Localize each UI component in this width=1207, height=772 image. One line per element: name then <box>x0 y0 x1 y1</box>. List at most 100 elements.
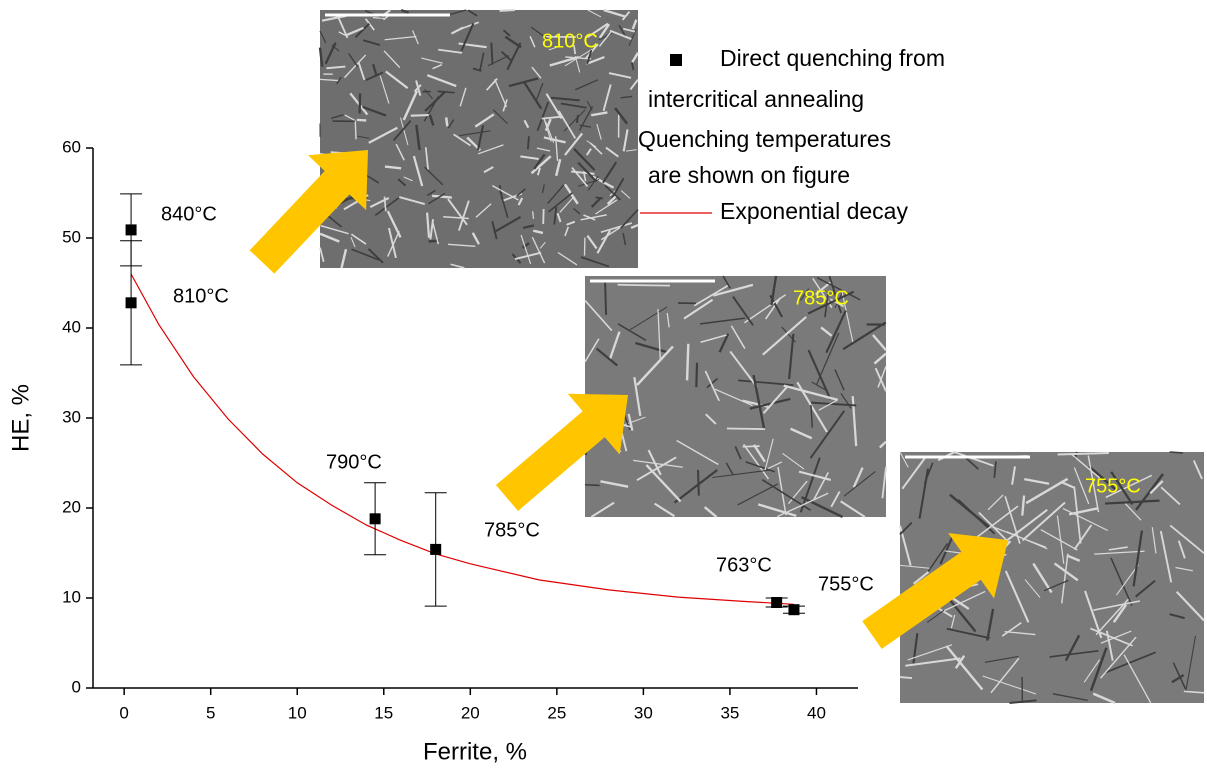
grain-boundary <box>326 65 346 70</box>
grain-boundary <box>494 79 508 108</box>
grain-boundary <box>563 109 586 132</box>
grain-boundary <box>431 221 440 245</box>
annotation: 840°C <box>161 203 217 225</box>
grain-boundary <box>531 236 546 264</box>
annotation: 763°C <box>716 554 772 576</box>
grain-boundary <box>1094 550 1145 555</box>
grain-boundary <box>432 194 452 199</box>
grain-boundary <box>453 133 472 147</box>
grain-boundary <box>899 451 909 468</box>
grain-boundary <box>683 298 714 320</box>
grain-boundary <box>392 120 412 141</box>
grain-boundary <box>1052 693 1088 702</box>
grain-boundary <box>336 76 342 85</box>
grain-boundary <box>1057 452 1109 456</box>
grain-boundary <box>523 81 543 110</box>
grain-boundary <box>603 8 626 18</box>
y-axis-label: HE, % <box>7 384 34 452</box>
grain-boundary <box>598 23 611 39</box>
grain-boundary <box>1183 690 1205 694</box>
grain-boundary <box>357 62 366 81</box>
grain-boundary <box>712 469 770 479</box>
grain-boundary <box>397 178 407 187</box>
grain-boundary <box>402 90 419 121</box>
grain-boundary <box>548 45 560 51</box>
grain-boundary <box>447 119 455 129</box>
grain-boundary <box>782 452 805 470</box>
grain-boundary <box>742 443 770 480</box>
grain-boundary <box>676 439 719 466</box>
grain-boundary <box>1105 474 1153 499</box>
grain-boundary <box>595 199 618 215</box>
y-tick-label: 40 <box>62 317 81 336</box>
grain-boundary <box>578 106 594 131</box>
grain-boundary <box>1083 659 1101 683</box>
grain-boundary <box>1132 530 1144 587</box>
grain-boundary <box>346 26 364 36</box>
grain-boundary <box>385 70 409 90</box>
grain-boundary <box>984 655 1019 663</box>
grain-boundary <box>595 347 618 367</box>
grain-boundary <box>348 53 359 68</box>
grain-boundary <box>907 644 953 661</box>
grain-boundary <box>429 219 434 240</box>
grain-boundary <box>477 144 504 155</box>
grain-boundary <box>560 102 587 109</box>
grain-boundary <box>319 247 325 263</box>
grain-boundary <box>810 404 814 428</box>
grain-boundary <box>426 189 436 197</box>
arrow <box>862 532 1009 649</box>
grain-boundary <box>953 451 994 467</box>
micrograph-label: 755°C <box>1085 475 1141 497</box>
grain-boundary <box>619 208 639 229</box>
grain-boundary <box>1043 579 1069 592</box>
grain-boundary <box>712 283 754 297</box>
grain-boundary <box>762 385 789 414</box>
grain-boundary <box>609 29 632 40</box>
grain-boundary <box>522 224 535 230</box>
grain-boundary <box>1124 503 1142 521</box>
micrograph-bg <box>585 276 886 517</box>
grain-boundary <box>796 381 828 433</box>
grain-boundary <box>705 413 717 425</box>
grain-boundary <box>330 114 344 119</box>
grain-boundary <box>539 241 546 249</box>
grain-boundary <box>424 147 429 170</box>
grain-boundary <box>714 388 753 407</box>
grain-boundary <box>825 310 847 354</box>
grain-boundary <box>738 379 794 386</box>
grain-boundary <box>1108 546 1128 551</box>
grain-boundary <box>595 196 604 200</box>
grain-boundary <box>573 207 581 215</box>
grain-boundary <box>459 87 467 107</box>
grain-boundary <box>598 30 613 47</box>
grain-boundary <box>947 597 977 633</box>
grain-boundary <box>358 93 362 114</box>
micrograph-label: 785°C <box>793 287 849 309</box>
grain-boundary <box>901 456 927 490</box>
grain-boundary <box>972 505 1019 541</box>
grain-boundary <box>798 470 831 482</box>
grain-boundary <box>475 203 492 218</box>
grain-boundary <box>571 167 589 188</box>
grain-boundary <box>602 84 612 112</box>
grain-boundary <box>388 227 397 259</box>
grain-boundary <box>697 469 700 496</box>
grain-boundary <box>600 480 629 488</box>
grain-boundary <box>873 352 887 365</box>
grain-boundary <box>1169 451 1183 454</box>
grain-boundary <box>533 153 546 170</box>
grain-boundary <box>530 26 548 39</box>
grain-boundary <box>557 251 578 266</box>
grain-boundary <box>943 590 986 612</box>
grain-boundary <box>729 350 758 388</box>
grain-boundary <box>725 462 734 476</box>
grain-boundary <box>1061 553 1069 604</box>
grain-boundary <box>788 333 795 380</box>
grain-boundary <box>842 321 887 351</box>
grain-boundary <box>421 57 443 64</box>
grain-boundary <box>881 466 887 499</box>
grain-boundary <box>545 93 563 120</box>
grain-boundary <box>647 449 662 476</box>
